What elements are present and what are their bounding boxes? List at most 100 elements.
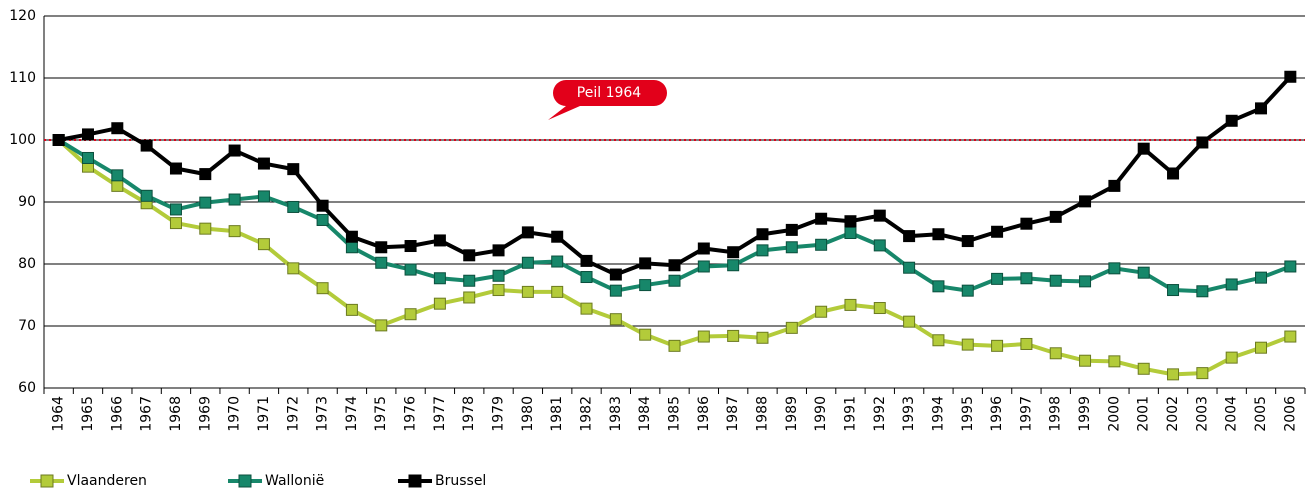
marker (1196, 136, 1209, 149)
marker (727, 259, 740, 272)
marker (756, 331, 769, 344)
marker (463, 291, 476, 304)
marker (1079, 275, 1092, 288)
x-tick-label: 1995 (960, 396, 976, 432)
marker (815, 212, 828, 225)
marker (492, 284, 505, 297)
marker (639, 257, 652, 270)
marker (521, 285, 534, 298)
marker (609, 268, 622, 281)
marker (1108, 355, 1121, 368)
x-tick-label: 2002 (1165, 396, 1181, 432)
marker (463, 249, 476, 262)
x-tick-label: 1973 (315, 396, 331, 432)
marker (111, 169, 124, 182)
x-tick-label: 1999 (1077, 396, 1093, 432)
x-tick-label: 1976 (403, 396, 419, 432)
marker (1049, 347, 1062, 360)
marker (316, 213, 329, 226)
x-tick-label: 1978 (461, 396, 477, 432)
marker (1020, 272, 1033, 285)
marker (580, 271, 593, 284)
marker (1255, 271, 1268, 284)
x-tick-label: 1998 (1048, 396, 1064, 432)
marker (580, 254, 593, 267)
marker (1284, 330, 1297, 343)
marker (199, 222, 212, 235)
marker (873, 209, 886, 222)
marker (140, 139, 153, 152)
x-tick-label: 1967 (139, 396, 155, 432)
marker (375, 319, 388, 332)
marker (316, 282, 329, 295)
marker (140, 189, 153, 202)
marker (815, 238, 828, 251)
marker (668, 339, 681, 352)
marker (257, 157, 270, 170)
marker (81, 151, 94, 164)
marker (815, 305, 828, 318)
marker (228, 193, 241, 206)
marker (404, 308, 417, 321)
marker (404, 263, 417, 276)
marker (1108, 262, 1121, 275)
x-tick-label: 1972 (285, 396, 301, 432)
x-tick-label: 1977 (432, 396, 448, 432)
marker (961, 338, 974, 351)
annotation-label: Peil 1964 (577, 85, 642, 101)
marker (1255, 102, 1268, 115)
x-tick-label: 1991 (842, 396, 858, 432)
marker (697, 330, 710, 343)
marker (639, 279, 652, 292)
marker (1284, 260, 1297, 273)
x-tick-label: 1989 (784, 396, 800, 432)
x-tick-label: 1983 (608, 396, 624, 432)
x-tick-label: 2005 (1253, 396, 1269, 432)
marker (521, 256, 534, 269)
legend-marker (408, 474, 422, 488)
marker (1255, 341, 1268, 354)
x-tick-label: 1987 (725, 396, 741, 432)
x-tick-label: 1996 (989, 396, 1005, 432)
marker (287, 200, 300, 213)
marker (1225, 278, 1238, 291)
marker (727, 246, 740, 259)
marker (433, 297, 446, 310)
marker (991, 272, 1004, 285)
marker (1137, 266, 1150, 279)
marker (111, 179, 124, 192)
x-tick-label: 1988 (754, 396, 770, 432)
marker (903, 315, 916, 328)
marker (257, 238, 270, 251)
legend-label: Brussel (435, 473, 486, 489)
marker (199, 196, 212, 209)
marker (756, 228, 769, 241)
marker (1020, 217, 1033, 230)
marker (551, 255, 564, 268)
marker (169, 162, 182, 175)
y-tick-label: 70 (18, 318, 36, 334)
x-tick-label: 2006 (1282, 396, 1298, 432)
marker (903, 230, 916, 243)
marker (287, 262, 300, 275)
marker (52, 134, 65, 146)
marker (1196, 285, 1209, 298)
marker (492, 269, 505, 282)
marker (111, 122, 124, 135)
marker (961, 284, 974, 297)
x-tick-label: 1980 (520, 396, 536, 432)
y-tick-label: 60 (18, 380, 36, 396)
marker (1049, 274, 1062, 287)
marker (1020, 337, 1033, 350)
marker (609, 313, 622, 326)
x-tick-label: 1982 (579, 396, 595, 432)
y-tick-label: 120 (9, 8, 36, 24)
x-tick-label: 1964 (51, 396, 67, 432)
marker (785, 321, 798, 334)
x-tick-label: 1974 (344, 396, 360, 432)
marker (785, 241, 798, 254)
legend-label: Vlaanderen (67, 473, 147, 489)
marker (404, 240, 417, 253)
marker (932, 280, 945, 293)
x-tick-label: 1997 (1018, 396, 1034, 432)
